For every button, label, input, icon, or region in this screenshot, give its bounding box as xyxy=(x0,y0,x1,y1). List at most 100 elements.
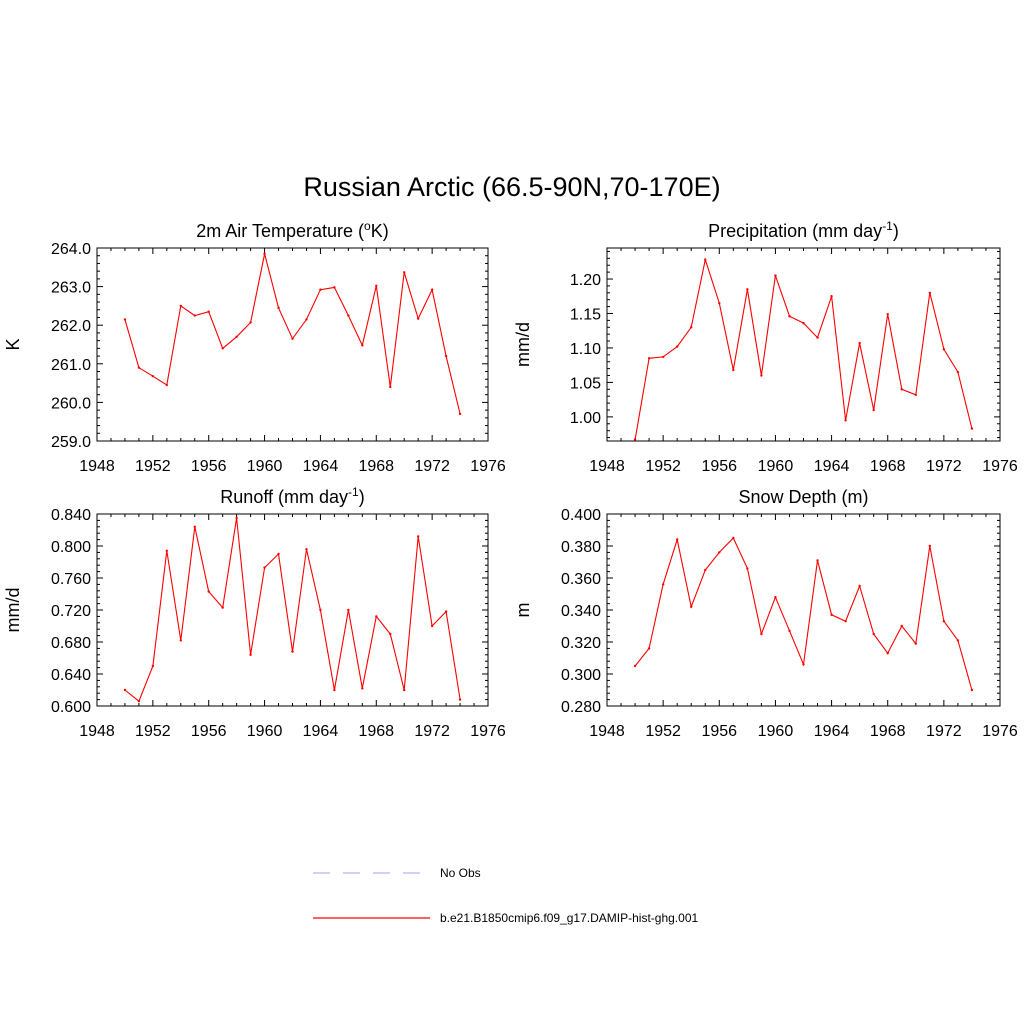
y-tick-label-precip: 1.10 xyxy=(570,341,601,358)
x-tick-label-snow-depth: 1972 xyxy=(926,723,962,740)
data-point-precip xyxy=(732,368,735,372)
x-tick-label-air-temp: 1968 xyxy=(358,458,394,475)
data-point-precip xyxy=(718,301,721,305)
figure-title: Russian Arctic (66.5-90N,70-170E) xyxy=(303,172,720,202)
data-point-runoff xyxy=(389,632,392,636)
x-tick-label-snow-depth: 1976 xyxy=(982,723,1018,740)
panel-air-temp: 2m Air Temperature (oK) K 1948 1952 1956 1960… xyxy=(3,219,506,475)
data-point-runoff xyxy=(333,688,336,692)
x-tick-label-air-temp: 1976 xyxy=(470,458,506,475)
data-point-snow-depth xyxy=(704,568,707,572)
data-point-air-temp xyxy=(193,314,196,317)
y-tick-label-runoff: 0.720 xyxy=(51,603,91,620)
y-tick-label-snow-depth: 0.320 xyxy=(561,635,601,652)
data-point-precip xyxy=(746,288,749,291)
x-tick-label-runoff: 1952 xyxy=(135,723,171,740)
data-point-precip xyxy=(633,438,637,441)
x-tick-label-runoff: 1960 xyxy=(247,723,283,740)
data-point-air-temp xyxy=(430,288,434,291)
data-point-air-temp xyxy=(179,304,182,308)
y-axis-label-snow-depth: m xyxy=(513,603,533,618)
data-point-air-temp xyxy=(347,314,350,317)
data-point-runoff xyxy=(249,653,252,656)
x-tick-label-snow-depth: 1948 xyxy=(589,723,625,740)
y-tick-label-snow-depth: 0.300 xyxy=(561,667,601,684)
data-point-runoff xyxy=(458,698,462,701)
data-point-runoff xyxy=(416,535,420,538)
data-point-air-temp xyxy=(361,344,364,347)
panel-runoff: Runoff (mm day-1) mm/d 1948 1952 1956 1960 196… xyxy=(3,485,506,740)
x-tick-label-precip: 1952 xyxy=(645,458,681,475)
data-point-snow-depth xyxy=(746,567,749,570)
x-tick-label-snow-depth: 1956 xyxy=(701,723,737,740)
y-tick-label-runoff: 0.640 xyxy=(51,667,91,684)
data-point-runoff xyxy=(235,516,238,520)
y-tick-label-precip: 1.20 xyxy=(570,272,601,289)
data-point-snow-depth xyxy=(858,584,861,588)
data-point-runoff xyxy=(347,608,350,612)
legend: No Obs b.e21.B1850cmip6.f09_g17.DAMIP-hi… xyxy=(313,866,698,925)
x-tick-label-runoff: 1956 xyxy=(191,723,227,740)
data-point-snow-depth xyxy=(732,536,735,540)
data-point-snow-depth xyxy=(844,620,847,623)
data-point-air-temp xyxy=(291,337,294,340)
x-tick-label-snow-depth: 1952 xyxy=(645,723,681,740)
data-point-snow-depth xyxy=(647,647,651,650)
data-point-air-temp xyxy=(305,318,308,321)
data-point-air-temp xyxy=(319,288,322,291)
data-point-runoff xyxy=(221,606,224,609)
y-tick-label-air-temp: 259.0 xyxy=(51,434,91,451)
data-point-snow-depth xyxy=(942,620,946,623)
data-point-runoff xyxy=(207,590,210,593)
data-point-snow-depth xyxy=(886,652,889,655)
x-tick-label-air-temp: 1948 xyxy=(79,458,115,475)
data-point-air-temp xyxy=(389,385,392,389)
data-point-runoff xyxy=(361,687,364,690)
y-tick-label-runoff: 0.800 xyxy=(51,539,91,556)
data-point-precip xyxy=(970,427,974,430)
data-point-air-temp xyxy=(123,318,127,321)
data-point-precip xyxy=(704,258,707,261)
x-tick-label-precip: 1976 xyxy=(982,458,1018,475)
data-point-snow-depth xyxy=(970,688,974,692)
y-tick-label-runoff: 0.760 xyxy=(51,571,91,588)
data-point-snow-depth xyxy=(830,613,833,616)
x-tick-label-runoff: 1976 xyxy=(470,723,506,740)
y-tick-label-air-temp: 260.0 xyxy=(51,395,91,412)
data-point-precip xyxy=(675,345,679,348)
y-axis-label-air-temp: K xyxy=(3,338,23,350)
data-point-precip xyxy=(802,321,805,325)
data-point-snow-depth xyxy=(675,538,679,541)
data-point-precip xyxy=(830,295,833,298)
data-point-runoff xyxy=(179,639,182,642)
data-point-snow-depth xyxy=(872,632,875,636)
legend-label-no-obs: No Obs xyxy=(440,866,481,880)
x-tick-label-air-temp: 1972 xyxy=(414,458,450,475)
series-line-runoff xyxy=(124,517,461,703)
y-tick-label-air-temp: 263.0 xyxy=(51,280,91,297)
data-point-air-temp xyxy=(235,335,238,338)
y-tick-label-snow-depth: 0.380 xyxy=(561,539,601,556)
y-tick-label-precip: 1.00 xyxy=(570,410,601,427)
series-line-precip xyxy=(634,257,973,440)
data-point-runoff xyxy=(291,650,294,653)
x-tick-label-runoff: 1948 xyxy=(79,723,115,740)
plot-frame-snow-depth xyxy=(606,513,1001,707)
data-point-precip xyxy=(788,315,791,318)
data-point-runoff xyxy=(375,615,378,618)
data-point-snow-depth xyxy=(774,596,777,599)
data-point-snow-depth xyxy=(661,583,665,586)
panel-precip: Precipitation (mm day-1) mm/d 1948 1952 1956… xyxy=(513,219,1018,475)
data-point-runoff xyxy=(319,608,322,612)
x-tick-label-runoff: 1964 xyxy=(303,723,339,740)
y-tick-label-air-temp: 262.0 xyxy=(51,318,91,335)
panel-title-precip: Precipitation (mm day-1) xyxy=(708,219,899,241)
data-point-precip xyxy=(928,291,932,295)
data-point-air-temp xyxy=(277,306,280,310)
data-point-precip xyxy=(942,348,946,351)
data-point-precip xyxy=(900,388,903,391)
data-point-air-temp xyxy=(403,271,406,274)
data-point-air-temp xyxy=(137,366,141,369)
data-point-air-temp xyxy=(151,374,155,378)
